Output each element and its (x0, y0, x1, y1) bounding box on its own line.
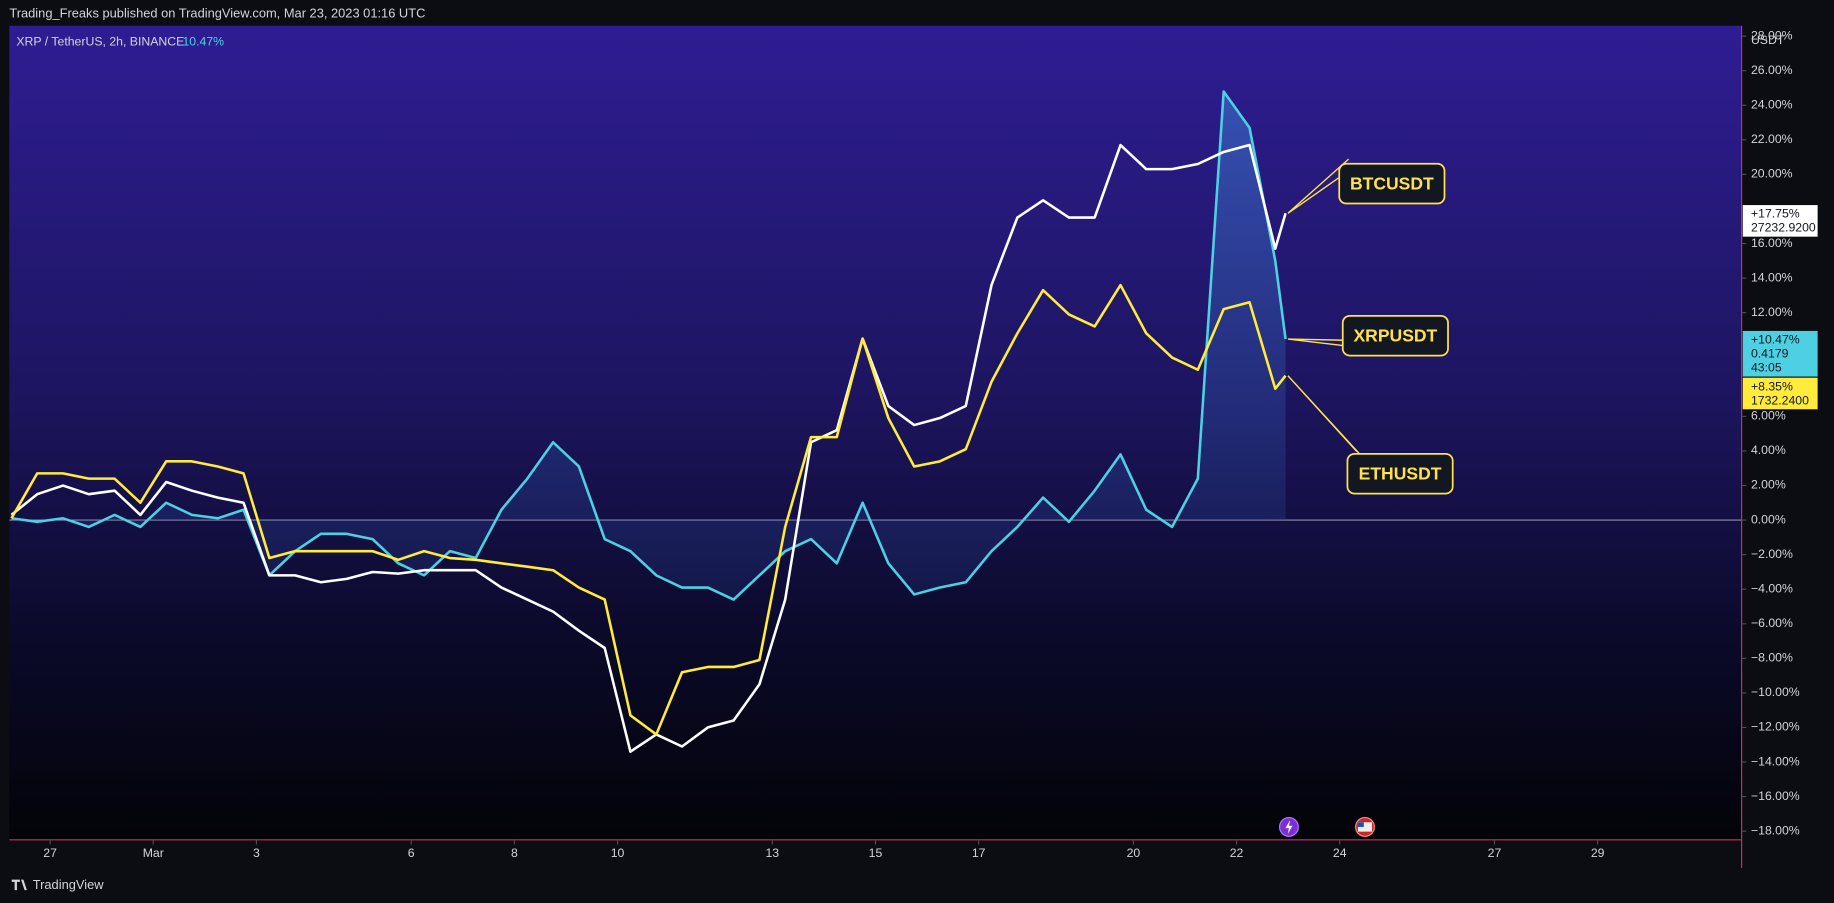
price-label: +10.47% (1751, 333, 1800, 347)
price-label: 43:05 (1751, 361, 1782, 375)
x-tick-label: 20 (1127, 846, 1141, 860)
y-tick-label: −14.00% (1751, 754, 1800, 768)
series-line (11, 90, 1287, 601)
callout-box (1346, 452, 1454, 495)
y-tick-label: −4.00% (1751, 581, 1793, 595)
price-label-box (1742, 377, 1818, 410)
price-axis-bg (1741, 25, 1825, 840)
price-label: 0.4179 (1751, 347, 1789, 361)
y-tick-label: 26.00% (1751, 63, 1793, 77)
y-tick-label: 0.00% (1751, 512, 1786, 526)
x-tick-label: 27 (1488, 846, 1502, 860)
callout-label: BTCUSDT (1350, 173, 1434, 193)
x-tick-label: 27 (43, 846, 57, 860)
y-unit: USDT (1751, 33, 1785, 47)
x-tick-label: 3 (253, 846, 260, 860)
x-tick-label: Mar (143, 846, 164, 860)
y-tick-label: −6.00% (1751, 616, 1793, 630)
y-tick-label: 24.00% (1751, 98, 1793, 112)
y-tick-label: 4.00% (1751, 443, 1786, 457)
x-tick-label: 22 (1230, 846, 1244, 860)
y-tick-label: −12.00% (1751, 720, 1800, 734)
y-tick-label: 14.00% (1751, 270, 1793, 284)
price-label-box (1742, 205, 1818, 237)
y-tick-label: −16.00% (1751, 789, 1800, 803)
x-tick-label: 6 (408, 846, 415, 860)
y-tick-label: 16.00% (1751, 236, 1793, 250)
y-tick-label: 20.00% (1751, 167, 1793, 181)
price-label-box (1742, 330, 1818, 377)
plot (9, 90, 1742, 753)
y-tick-label: 22.00% (1751, 132, 1793, 146)
y-tick-label: −8.00% (1751, 651, 1793, 665)
y-tick-label: −18.00% (1751, 823, 1800, 837)
x-tick-label: 15 (869, 846, 883, 860)
x-tick-label: 24 (1333, 846, 1347, 860)
flag-glyph (1357, 822, 1372, 832)
x-tick-label: 29 (1591, 846, 1605, 860)
price-label: +17.75% (1751, 207, 1800, 221)
callout-label: ETHUSDT (1359, 464, 1442, 484)
symbol-change: 10.47% (182, 34, 224, 48)
header: Trading_Freaks published on TradingView.… (9, 5, 425, 20)
callout-box (1341, 314, 1449, 357)
price-label: 27232.9200 (1751, 221, 1816, 235)
y-tick-label: 2.00% (1751, 478, 1786, 492)
y-tick-label: 6.00% (1751, 409, 1786, 423)
x-tick-label: 10 (611, 846, 625, 860)
x-tick-label: 17 (972, 846, 986, 860)
series-line (10, 283, 1287, 736)
logo (11, 879, 27, 891)
price-label: +8.35% (1751, 379, 1793, 393)
callout-label: XRPUSDT (1353, 326, 1437, 346)
flag-glyph (1357, 822, 1364, 827)
event-icon-glyph (1285, 819, 1293, 834)
symbol: XRP / TetherUS, 2h, BINANCE (16, 34, 184, 48)
y-tick-label: 12.00% (1751, 305, 1793, 319)
y-tick-label: 28.00% (1751, 28, 1793, 42)
y-tick-label: −2.00% (1751, 547, 1793, 561)
price-label: 1732.2400 (1751, 393, 1809, 407)
x-tick-label: 8 (511, 846, 518, 860)
footer: TradingView (33, 877, 104, 892)
callout-box (1338, 162, 1446, 205)
callout-leader (1287, 375, 1365, 459)
x-tick-label: 13 (765, 846, 779, 860)
y-tick-label: −10.00% (1751, 685, 1800, 699)
plot-bg (9, 25, 1742, 840)
